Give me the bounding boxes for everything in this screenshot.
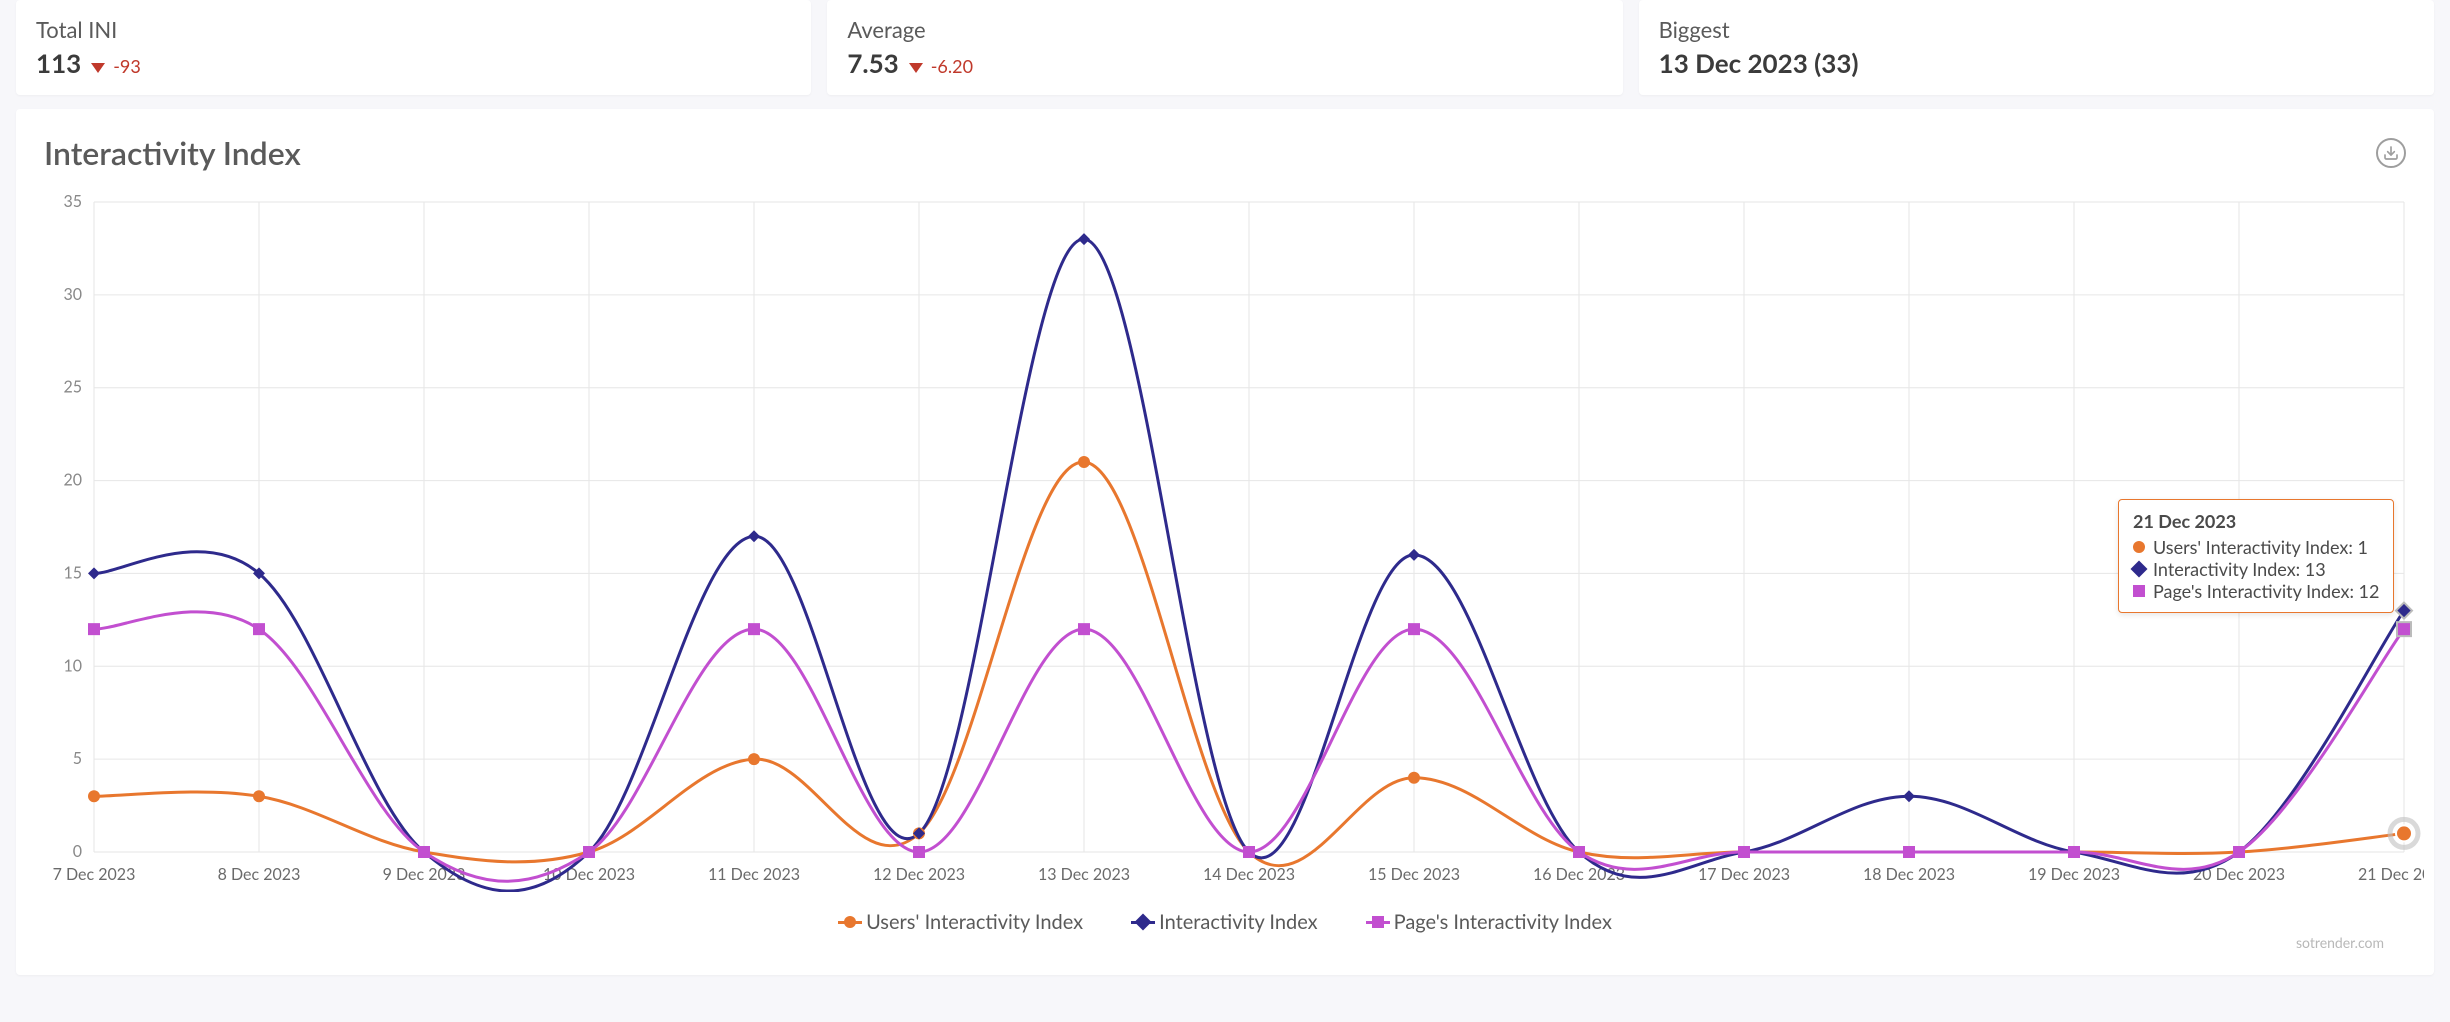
chart-title: Interactivity Index xyxy=(44,133,301,172)
svg-text:19 Dec 2023: 19 Dec 2023 xyxy=(2028,865,2120,884)
legend-swatch xyxy=(1131,916,1149,928)
legend-label: Interactivity Index xyxy=(1159,910,1318,934)
svg-text:21 Dec 2023: 21 Dec 2023 xyxy=(2358,865,2424,884)
legend-swatch xyxy=(838,916,856,928)
tooltip-label: Interactivity Index: 13 xyxy=(2153,558,2326,580)
footer-link[interactable]: sotrender.com xyxy=(44,934,2406,961)
tooltip-swatch xyxy=(2131,561,2148,578)
legend-item[interactable]: Interactivity Index xyxy=(1131,910,1318,934)
tooltip-label: Page's Interactivity Index: 12 xyxy=(2153,580,2379,602)
tooltip-swatch xyxy=(2133,585,2145,597)
card-total-ini: Total INI 113 -93 xyxy=(16,0,811,95)
download-button[interactable] xyxy=(2376,138,2406,168)
caret-down-icon xyxy=(909,63,923,73)
svg-text:0: 0 xyxy=(73,842,82,861)
svg-text:5: 5 xyxy=(73,749,82,768)
svg-text:11 Dec 2023: 11 Dec 2023 xyxy=(708,865,800,884)
svg-text:30: 30 xyxy=(63,285,82,304)
card-value: 113 xyxy=(36,47,81,79)
legend-item[interactable]: Users' Interactivity Index xyxy=(838,910,1083,934)
svg-text:15 Dec 2023: 15 Dec 2023 xyxy=(1368,865,1460,884)
card-delta: -6.20 xyxy=(931,55,973,77)
svg-text:15: 15 xyxy=(63,563,82,582)
legend-label: Users' Interactivity Index xyxy=(866,910,1083,934)
svg-text:7 Dec 2023: 7 Dec 2023 xyxy=(53,865,136,884)
card-average: Average 7.53 -6.20 xyxy=(827,0,1622,95)
stats-cards: Total INI 113 -93 Average 7.53 -6.20 Big… xyxy=(0,0,2450,109)
chart-tooltip: 21 Dec 2023 Users' Interactivity Index: … xyxy=(2118,499,2394,613)
legend-swatch xyxy=(1366,916,1384,928)
card-delta: -93 xyxy=(113,55,141,77)
svg-text:13 Dec 2023: 13 Dec 2023 xyxy=(1038,865,1130,884)
svg-text:25: 25 xyxy=(63,378,82,397)
download-icon xyxy=(2383,145,2399,161)
card-value: 7.53 xyxy=(847,47,898,79)
tooltip-row: Page's Interactivity Index: 12 xyxy=(2133,580,2379,602)
chart-area[interactable]: 051015202530357 Dec 20238 Dec 20239 Dec … xyxy=(44,192,2406,896)
legend-item[interactable]: Page's Interactivity Index xyxy=(1366,910,1612,934)
tooltip-row: Interactivity Index: 13 xyxy=(2133,558,2379,580)
svg-text:18 Dec 2023: 18 Dec 2023 xyxy=(1863,865,1955,884)
chart-panel: Interactivity Index 0 5 10 15 20 25 30 35 7 Dec … xyxy=(16,109,2434,975)
svg-text:10 Dec 2023: 10 Dec 2023 xyxy=(543,865,635,884)
card-label: Biggest xyxy=(1659,16,2414,43)
chart-legend: Users' Interactivity Index Interactivity … xyxy=(44,910,2406,934)
svg-text:17 Dec 2023: 17 Dec 2023 xyxy=(1698,865,1790,884)
tooltip-swatch xyxy=(2133,541,2145,553)
card-label: Average xyxy=(847,16,1602,43)
line-chart-svg: 051015202530357 Dec 20238 Dec 20239 Dec … xyxy=(44,192,2424,892)
tooltip-title: 21 Dec 2023 xyxy=(2133,510,2379,532)
tooltip-label: Users' Interactivity Index: 1 xyxy=(2153,536,2368,558)
svg-text:35: 35 xyxy=(63,192,82,211)
svg-text:12 Dec 2023: 12 Dec 2023 xyxy=(873,865,965,884)
legend-label: Page's Interactivity Index xyxy=(1394,910,1612,934)
svg-text:20: 20 xyxy=(63,471,82,490)
card-value: 13 Dec 2023 (33) xyxy=(1659,47,1859,79)
card-biggest: Biggest 13 Dec 2023 (33) xyxy=(1639,0,2434,95)
svg-text:14 Dec 2023: 14 Dec 2023 xyxy=(1203,865,1295,884)
caret-down-icon xyxy=(91,63,105,73)
card-label: Total INI xyxy=(36,16,791,43)
svg-text:10: 10 xyxy=(63,656,82,675)
tooltip-row: Users' Interactivity Index: 1 xyxy=(2133,536,2379,558)
svg-text:8 Dec 2023: 8 Dec 2023 xyxy=(218,865,301,884)
